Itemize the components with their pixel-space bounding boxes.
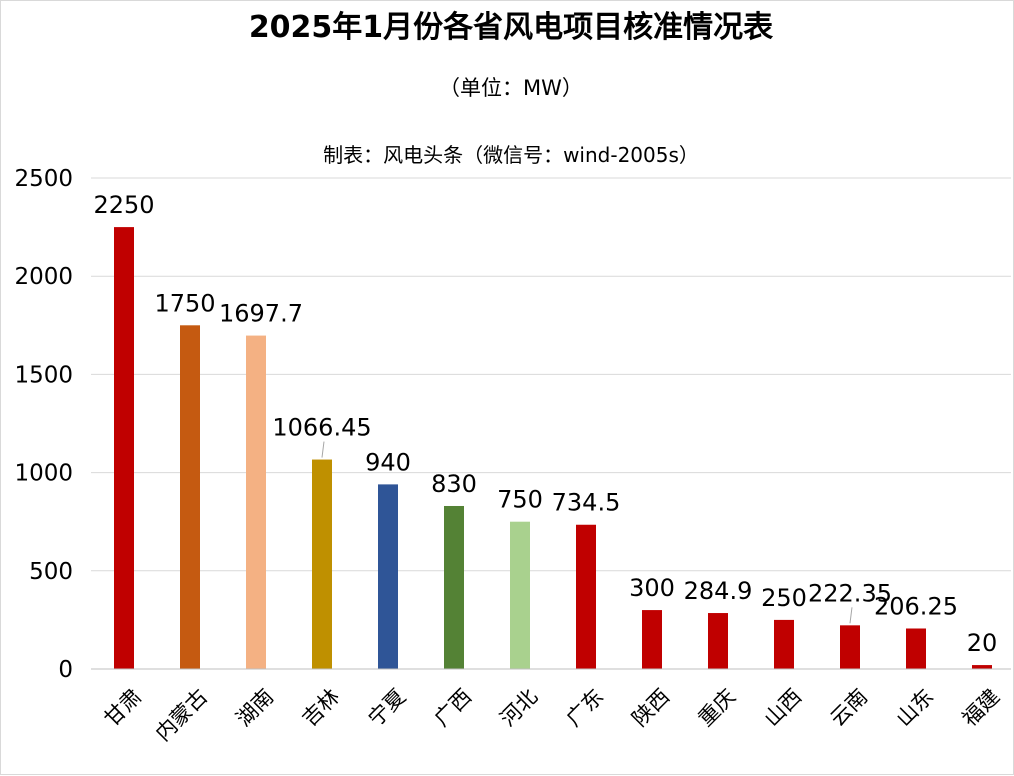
- data-label: 222.35: [808, 579, 892, 607]
- data-label: 2250: [93, 191, 154, 219]
- data-label: 830: [431, 470, 477, 498]
- data-label: 750: [497, 486, 543, 514]
- bar: [906, 628, 926, 669]
- bar: [972, 665, 992, 669]
- x-tick-label: 重庆: [694, 684, 741, 731]
- bar: [444, 505, 464, 669]
- y-tick-label: 2000: [14, 264, 73, 290]
- y-tick-label: 0: [58, 657, 73, 683]
- data-label: 1697.7: [219, 300, 303, 328]
- bars: [114, 227, 992, 669]
- data-label: 284.9: [684, 577, 753, 605]
- bar: [774, 619, 794, 669]
- bar: [312, 459, 332, 669]
- x-tick-label: 陕西: [628, 684, 675, 731]
- x-tick-label: 内蒙古: [151, 684, 213, 746]
- y-tick-label: 1000: [14, 461, 73, 487]
- data-label: 206.25: [874, 592, 958, 620]
- bar: [510, 521, 530, 669]
- data-label: 20: [967, 629, 998, 657]
- x-tick-label: 山西: [760, 684, 807, 731]
- x-tick-label: 湖南: [232, 684, 279, 731]
- data-label: 1750: [154, 289, 215, 317]
- x-axis-ticks: 甘肃 内蒙古 湖南 吉林 宁夏 广西 河北 广东 陕西 重庆 山西 云南 山东 福建: [100, 684, 1005, 746]
- x-tick-label: 广西: [430, 684, 477, 731]
- bar: [708, 613, 728, 669]
- label-leader-line: [849, 607, 853, 624]
- y-tick-label: 1500: [14, 362, 73, 388]
- data-label: 300: [629, 574, 675, 602]
- x-tick-label: 河北: [496, 684, 543, 731]
- bar: [840, 625, 860, 669]
- bar: [246, 335, 266, 669]
- bar: [576, 524, 596, 669]
- data-label: 1066.45: [272, 414, 371, 442]
- data-label: 734.5: [552, 489, 621, 517]
- data-label: 940: [365, 448, 411, 476]
- data-labels: 2250 1750 1697.7 1066.45 940 830 750 734.5 300 28…: [93, 191, 997, 657]
- bar: [378, 484, 398, 669]
- bar: [642, 610, 662, 669]
- bar: [114, 227, 134, 669]
- chart-subtitle: （单位：MW）: [439, 76, 583, 100]
- x-tick-label: 宁夏: [364, 684, 411, 731]
- y-tick-label: 500: [29, 559, 73, 585]
- x-tick-label: 福建: [958, 684, 1005, 731]
- x-tick-label: 广东: [562, 684, 609, 731]
- x-tick-label: 吉林: [298, 684, 345, 731]
- label-leader-line: [321, 441, 325, 458]
- y-axis-ticks: 0 500 1000 1500 2000 2500: [14, 166, 73, 683]
- chart-title: 2025年1月份各省风电项目核准情况表: [249, 10, 773, 45]
- x-tick-label: 云南: [826, 684, 873, 731]
- x-tick-label: 甘肃: [100, 684, 147, 731]
- chart-annotation: 制表：风电头条（微信号：wind-2005s）: [323, 143, 699, 167]
- gridlines: [91, 177, 1011, 572]
- y-tick-label: 2500: [14, 166, 73, 192]
- bar: [180, 325, 200, 669]
- x-tick-label: 山东: [892, 684, 939, 731]
- data-label: 250: [761, 584, 807, 612]
